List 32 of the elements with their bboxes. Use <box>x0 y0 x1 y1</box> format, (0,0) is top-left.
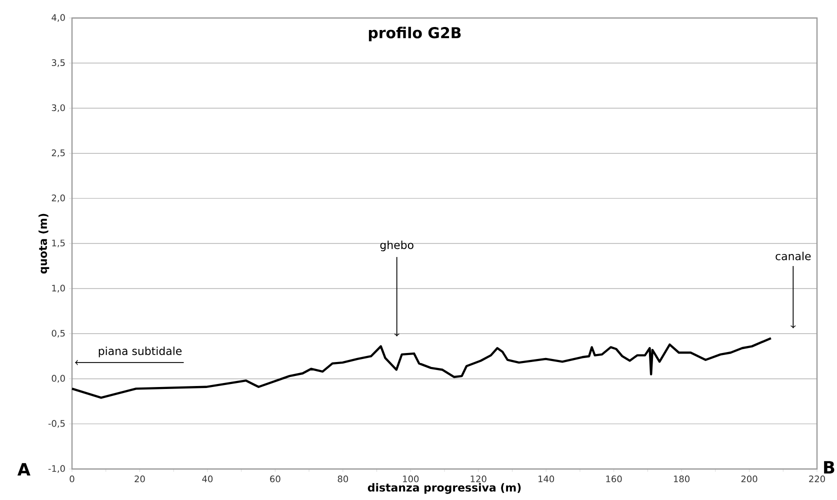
y-tick-label: 2,0 <box>52 194 65 202</box>
line-series <box>70 337 772 399</box>
y-tick-label: 2,5 <box>52 149 65 158</box>
y-tick-label: -1,0 <box>48 465 65 473</box>
x-axis-title: distanza progressiva (m) <box>368 483 521 494</box>
x-tick-label: 180 <box>674 476 690 482</box>
y-tick-label: 3,0 <box>52 104 65 112</box>
x-tick-label: 200 <box>741 476 758 482</box>
text: profilo G2B <box>368 26 461 42</box>
y-tick-label: 1,5 <box>52 240 65 248</box>
y-tick-label: 3,5 <box>52 59 65 67</box>
x-tick-label: 100 <box>403 476 419 482</box>
annotation: ghebo <box>380 240 414 252</box>
y-tick-label: 0,5 <box>52 330 65 338</box>
text: A <box>17 463 30 476</box>
y-tick-label: 4,0 <box>52 14 65 22</box>
annotation: canale <box>776 252 811 260</box>
x-tick-label: 120 <box>470 476 486 482</box>
x-tick-label: 220 <box>809 476 825 482</box>
x-tick-label: 0 <box>70 476 74 482</box>
y-tick-label: 1,0 <box>52 284 65 292</box>
y-tick-label: -0,5 <box>48 420 65 428</box>
x-tick-label: 160 <box>606 476 622 482</box>
text: B <box>824 461 834 474</box>
x-tick-label: 40 <box>202 476 213 482</box>
x-tick-label: 60 <box>270 476 280 482</box>
x-tick-label: 80 <box>338 476 348 482</box>
y-tick-label: 0,0 <box>52 374 65 383</box>
x-tick-label: 140 <box>538 476 554 482</box>
annotation: piana subtidale <box>98 346 182 358</box>
x-tick-label: 20 <box>134 476 145 482</box>
y-axis-title: quota (m) <box>38 214 50 274</box>
